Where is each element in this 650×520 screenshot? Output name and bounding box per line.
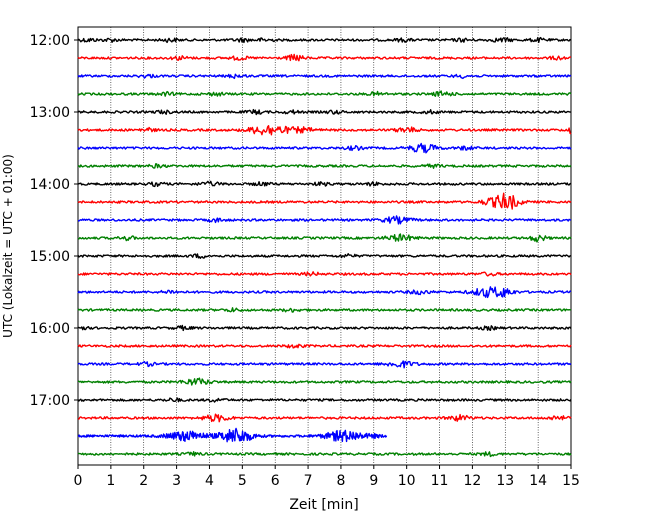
x-tick-label-11: 11	[431, 473, 449, 489]
trace-1345	[77, 163, 572, 169]
trace-1330	[77, 142, 572, 154]
x-axis-label: Zeit [min]	[289, 497, 358, 513]
y-tick-label-5: 17:00	[30, 393, 70, 409]
y-tick-label-2: 14:00	[30, 177, 70, 193]
x-tick-label-14: 14	[529, 473, 547, 489]
trace-1300	[77, 108, 572, 116]
trace-1200	[77, 36, 572, 44]
x-tick-label-6: 6	[271, 473, 280, 489]
grid-lines	[110, 27, 539, 465]
y-tick-label-0: 12:00	[30, 33, 70, 49]
trace-1315	[77, 124, 572, 136]
x-tick-label-8: 8	[336, 473, 345, 489]
trace-1230	[77, 73, 572, 80]
trace-1730	[77, 427, 388, 443]
trace-1415	[77, 192, 572, 210]
trace-1615	[77, 343, 572, 349]
trace-1630	[77, 360, 572, 369]
y-tick-label-3: 15:00	[30, 249, 70, 265]
x-tick-label-10: 10	[398, 473, 416, 489]
x-tick-label-2: 2	[139, 473, 148, 489]
x-tick-label-4: 4	[205, 473, 214, 489]
x-tick-label-15: 15	[562, 473, 580, 489]
plot-area	[77, 26, 572, 466]
trace-1715	[77, 413, 572, 423]
trace-1430	[78, 215, 572, 225]
trace-1700	[77, 397, 572, 403]
y-axis-label: UTC (Lokalzeit = UTC + 01:00)	[1, 154, 15, 338]
x-tick-label-5: 5	[238, 473, 247, 489]
trace-1445	[77, 233, 572, 243]
plot-frame	[77, 26, 572, 466]
trace-1515	[77, 271, 572, 277]
y-axis: 12:00 13:00 14:00 15:00 16:00 17:00	[30, 33, 78, 409]
trace-1400	[77, 180, 572, 188]
seismic-traces	[77, 36, 572, 458]
trace-1645	[77, 377, 572, 386]
trace-1500	[77, 253, 572, 259]
trace-1545	[77, 307, 572, 313]
y-tick-label-1: 13:00	[30, 105, 70, 121]
trace-1745	[77, 451, 572, 458]
trace-1600	[77, 324, 572, 332]
trace-1245	[77, 90, 572, 97]
trace-1215	[77, 53, 572, 62]
x-tick-label-13: 13	[496, 473, 514, 489]
x-tick-label-1: 1	[106, 473, 115, 489]
x-tick-label-12: 12	[463, 473, 481, 489]
y-tick-label-4: 16:00	[30, 321, 70, 337]
x-axis: 0 1 2 3 4 5 6 7 8 9 10 11 12 13 14 15	[74, 465, 580, 489]
x-tick-label-3: 3	[172, 473, 181, 489]
trace-1530	[77, 286, 572, 299]
x-tick-label-9: 9	[369, 473, 378, 489]
x-tick-label-0: 0	[74, 473, 83, 489]
x-tick-label-7: 7	[304, 473, 313, 489]
